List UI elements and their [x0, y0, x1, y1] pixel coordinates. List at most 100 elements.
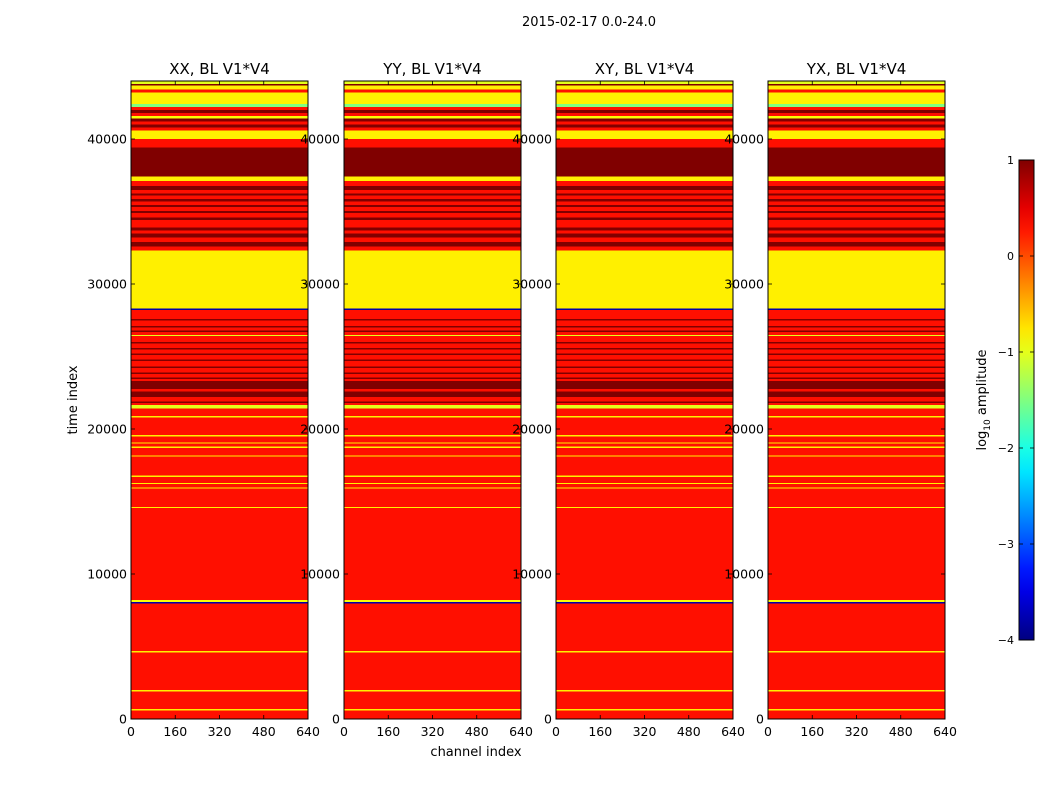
heatmap-row	[768, 246, 945, 251]
heatmap-row	[131, 233, 308, 238]
heatmap-row	[131, 416, 308, 418]
heatmap-row	[344, 381, 521, 390]
heatmap-row	[131, 508, 308, 601]
heatmap-row	[556, 195, 733, 200]
x-tick-label: 160	[163, 724, 187, 739]
heatmap-row	[556, 484, 733, 488]
heatmap-row	[556, 652, 733, 691]
heatmap-row	[131, 250, 308, 309]
y-tick-label: 30000	[87, 277, 127, 292]
heatmap-row	[556, 89, 733, 93]
heatmap-row	[768, 401, 945, 403]
heatmap-row	[131, 199, 308, 202]
heatmap-row	[131, 601, 308, 604]
heatmap-row	[556, 310, 733, 319]
heatmap-row	[556, 230, 733, 234]
heatmap-row	[768, 330, 945, 332]
heatmap-row	[556, 710, 733, 719]
heatmap-row	[131, 342, 308, 344]
heatmap-row	[768, 233, 945, 238]
heatmap-row	[768, 112, 945, 116]
heatmap-row	[556, 360, 733, 367]
heatmap-row	[344, 127, 521, 131]
heatmap-row	[344, 373, 521, 378]
heatmap-row	[344, 115, 521, 119]
heatmap-row	[344, 343, 521, 348]
heatmap-row	[768, 124, 945, 128]
heatmap-row	[131, 397, 308, 402]
heatmap-row	[131, 355, 308, 360]
heatmap-row	[768, 456, 945, 476]
y-tick-label: 40000	[724, 132, 764, 147]
heatmap-row	[131, 359, 308, 361]
heatmap-row	[344, 326, 521, 328]
heatmap-row	[131, 417, 308, 436]
heatmap-row	[131, 318, 308, 321]
heatmap-row	[344, 402, 521, 406]
heatmap-row	[131, 435, 308, 437]
heatmap-row	[131, 405, 308, 409]
x-tick-label: 160	[800, 724, 824, 739]
y-tick-label: 30000	[512, 277, 552, 292]
heatmap-row	[556, 709, 733, 711]
heatmap-row	[344, 447, 521, 456]
heatmap-image	[556, 81, 733, 719]
heatmap-row	[344, 508, 521, 601]
heatmap-row	[344, 377, 521, 379]
heatmap-row	[768, 349, 945, 354]
heatmap-row	[131, 506, 308, 509]
heatmap-row	[768, 207, 945, 211]
heatmap-row	[344, 389, 521, 392]
x-tick-label: 0	[127, 724, 135, 739]
heatmap-row	[556, 92, 733, 105]
heatmap-row	[556, 447, 733, 456]
heatmap-row	[344, 112, 521, 116]
heatmap-row	[768, 121, 945, 125]
x-tick-label: 160	[588, 724, 612, 739]
heatmap-row	[768, 506, 945, 509]
heatmap-row	[344, 212, 521, 218]
heatmap-row	[768, 417, 945, 436]
y-tick-label: 40000	[87, 132, 127, 147]
heatmap-row	[556, 327, 733, 331]
heatmap-row	[344, 442, 521, 444]
heatmap-row	[556, 121, 733, 125]
heatmap-row	[768, 691, 945, 710]
heatmap-row	[344, 139, 521, 148]
heatmap-row	[344, 378, 521, 382]
colorbar-tick-label: 1	[1007, 154, 1014, 167]
y-tick-label: 0	[544, 712, 552, 727]
heatmap-row	[556, 402, 733, 406]
heatmap-row	[768, 139, 945, 148]
heatmap-row	[556, 446, 733, 448]
heatmap-row	[768, 416, 945, 418]
heatmap-row	[556, 181, 733, 187]
panel-title: XX, BL V1*V4	[169, 60, 270, 78]
y-tick-label: 0	[119, 712, 127, 727]
heatmap-row	[344, 482, 521, 485]
heatmap-row	[768, 327, 945, 331]
colorbar-tick-label: 0	[1007, 250, 1014, 263]
heatmap-row	[344, 308, 521, 311]
heatmap-row	[768, 176, 945, 182]
heatmap-row	[556, 147, 733, 177]
heatmap-image	[344, 81, 521, 719]
heatmap-row	[131, 349, 308, 354]
x-tick-label: 640	[933, 724, 957, 739]
heatmap-row	[556, 199, 733, 202]
heatmap-row	[768, 230, 945, 234]
heatmap-row	[556, 381, 733, 390]
heatmap-row	[131, 446, 308, 448]
y-tick-label: 0	[332, 712, 340, 727]
x-tick-label: 640	[296, 724, 320, 739]
heatmap-row	[344, 347, 521, 350]
heatmap-row	[131, 320, 308, 327]
heatmap-row	[344, 237, 521, 242]
heatmap-row	[131, 487, 308, 489]
heatmap-row	[344, 397, 521, 402]
y-tick-label: 10000	[512, 567, 552, 582]
heatmap-row	[556, 443, 733, 447]
heatmap-row	[768, 373, 945, 378]
heatmap-row	[131, 373, 308, 378]
heatmap-row	[556, 442, 733, 444]
